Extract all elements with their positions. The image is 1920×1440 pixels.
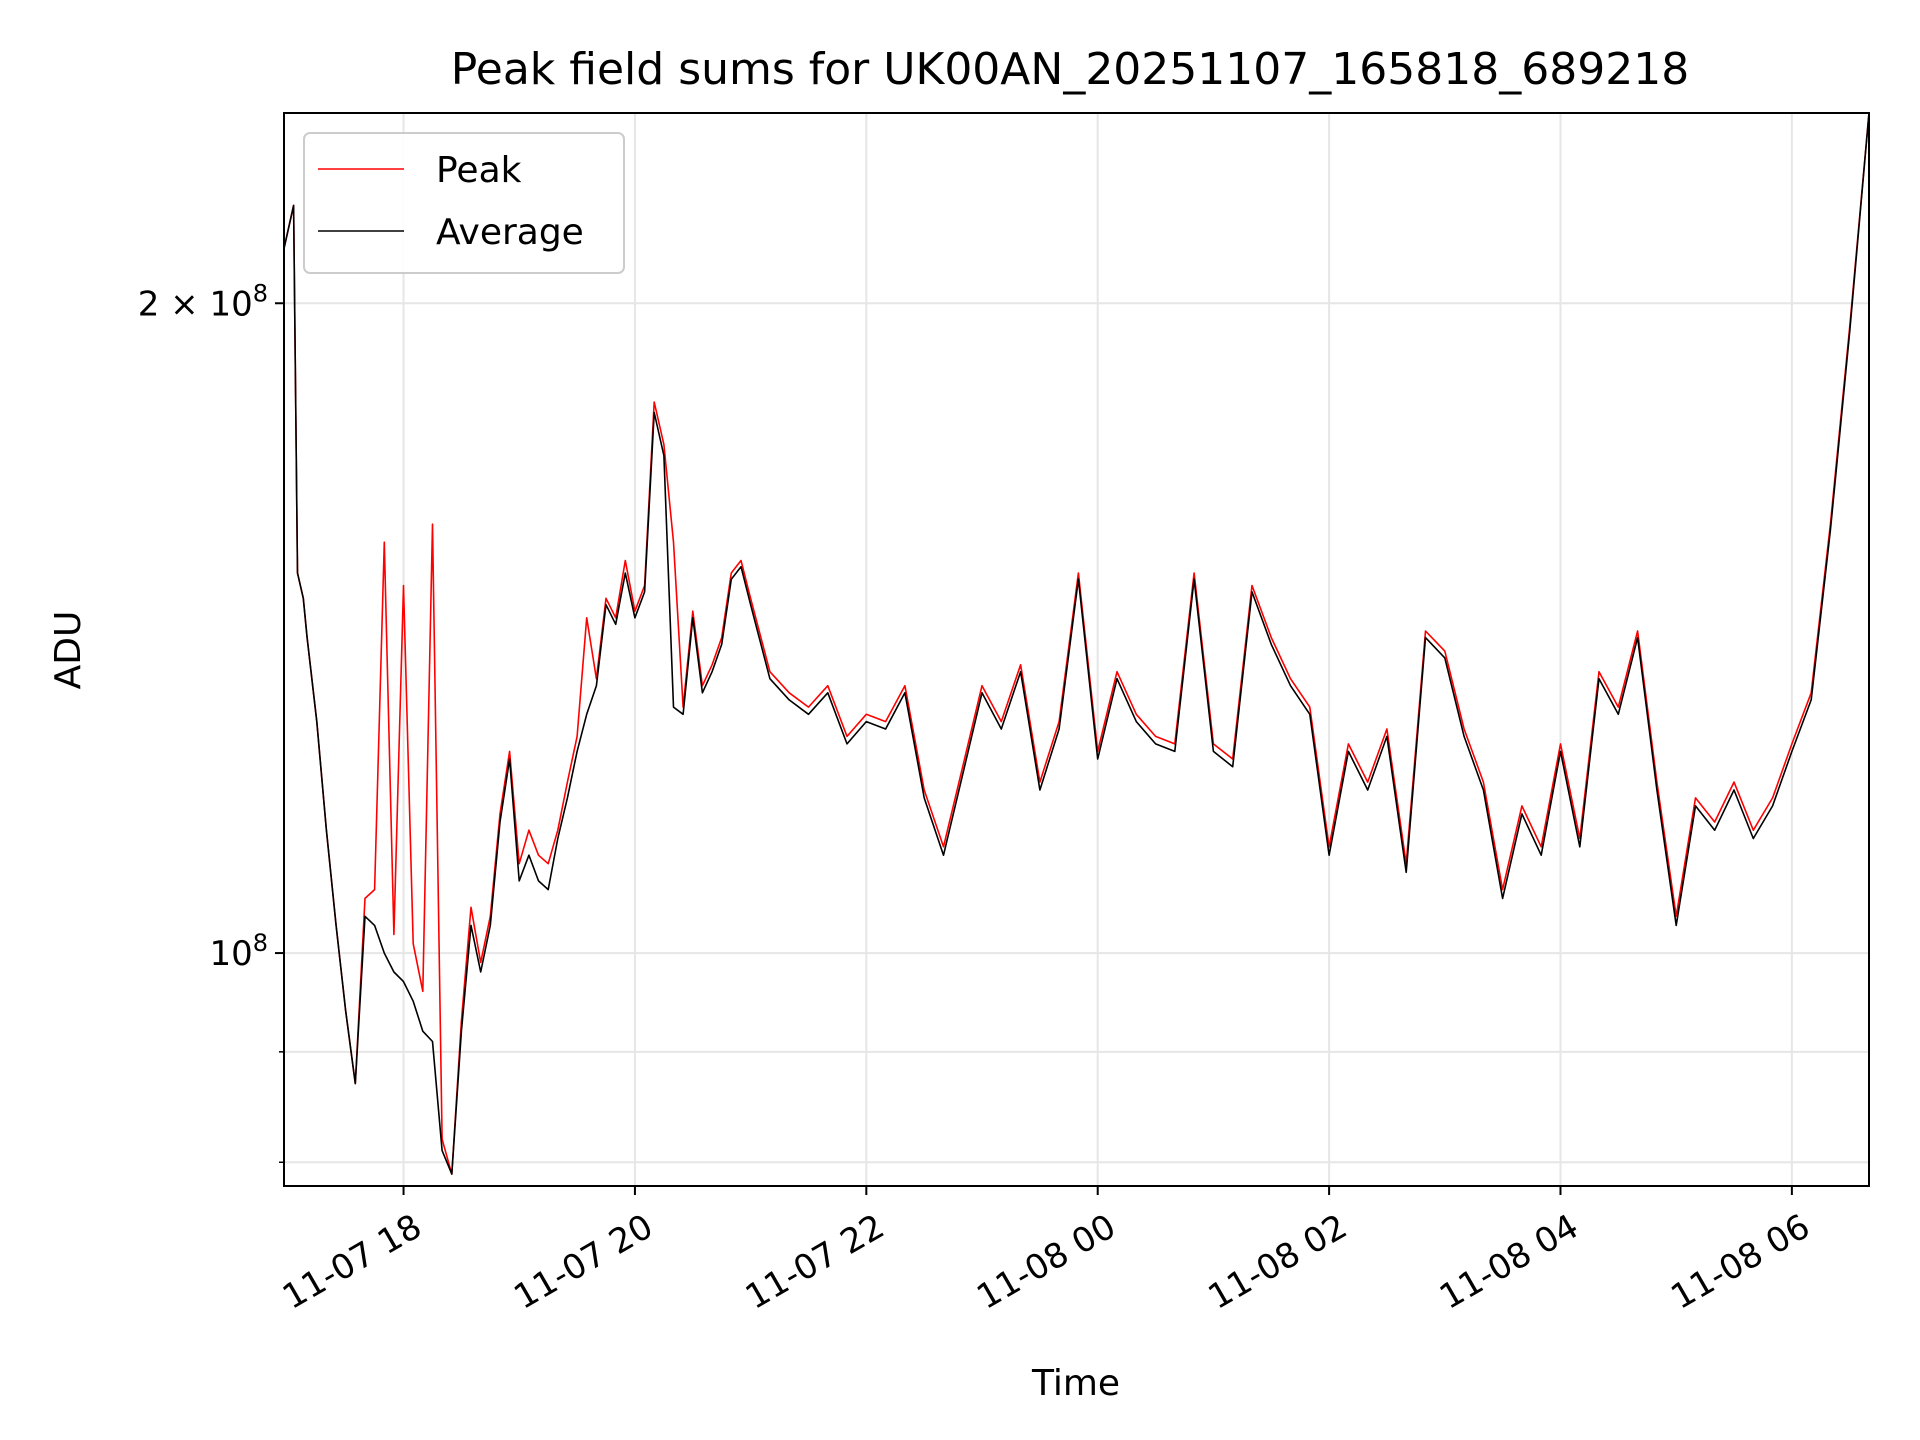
y-axis-label: ADU	[48, 611, 89, 690]
legend-label-average: Average	[436, 212, 584, 253]
y-tick-label: 2 × 108	[138, 279, 268, 324]
legend-label-peak: Peak	[436, 150, 522, 191]
series-line-average	[283, 112, 1870, 1175]
legend: Peak Average	[303, 132, 625, 274]
plot-frame	[283, 112, 1870, 1187]
series-line-peak	[283, 112, 1870, 1175]
x-axis-label: Time	[1031, 1363, 1120, 1404]
y-axis: 108 2 × 108	[138, 279, 284, 1164]
grid-lines	[284, 113, 1869, 1186]
series-layer	[283, 112, 1870, 1175]
legend-box	[303, 132, 625, 274]
chart-title: Peak field sums for UK00AN_20251107_1658…	[451, 44, 1689, 95]
y-tick-label: 108	[209, 929, 268, 974]
